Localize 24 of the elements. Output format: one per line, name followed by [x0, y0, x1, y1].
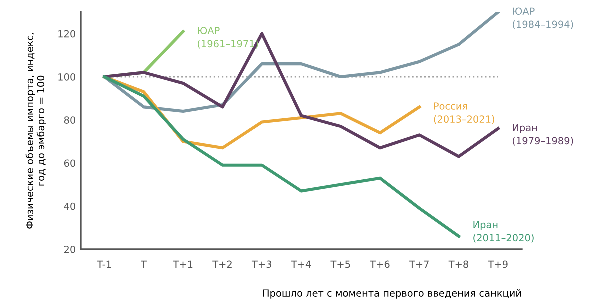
series-label: ЮАР (1984–1994) — [512, 8, 574, 30]
series-label: Иран (1979–1989) — [512, 124, 574, 146]
line-series — [103, 12, 500, 114]
x-tick-label: T+9 — [488, 260, 508, 268]
series-label: Россия (2013–2021) — [434, 102, 495, 124]
x-tick-label: T — [141, 260, 147, 268]
x-tick-label: T+8 — [448, 260, 468, 268]
x-tick-label: T+1 — [173, 260, 193, 268]
x-tick-label: T+2 — [212, 260, 232, 268]
y-tick-label: 60 — [64, 160, 76, 168]
x-axis-title: Прошло лет с момента первого введения санкций — [263, 289, 522, 299]
y-tick-label: 40 — [64, 202, 76, 210]
y-tick-label: 80 — [64, 116, 76, 124]
y-tick-label: 120 — [58, 30, 76, 38]
x-tick-label: T+4 — [291, 260, 312, 268]
y-axis-title: Физические объемы импорта, индекс, год до эмбарго = 100 — [26, 33, 46, 229]
series-label: Иран (2011–2020) — [474, 221, 534, 243]
x-tick-label: T-1 — [97, 260, 112, 268]
x-tick-label: T+7 — [409, 260, 429, 268]
x-tick-label: T+5 — [330, 260, 350, 268]
y-tick-label: 100 — [58, 73, 76, 81]
x-tick-label: T+3 — [252, 260, 272, 268]
y-tick-label: 20 — [64, 246, 76, 254]
x-tick-label: T+6 — [370, 260, 390, 268]
